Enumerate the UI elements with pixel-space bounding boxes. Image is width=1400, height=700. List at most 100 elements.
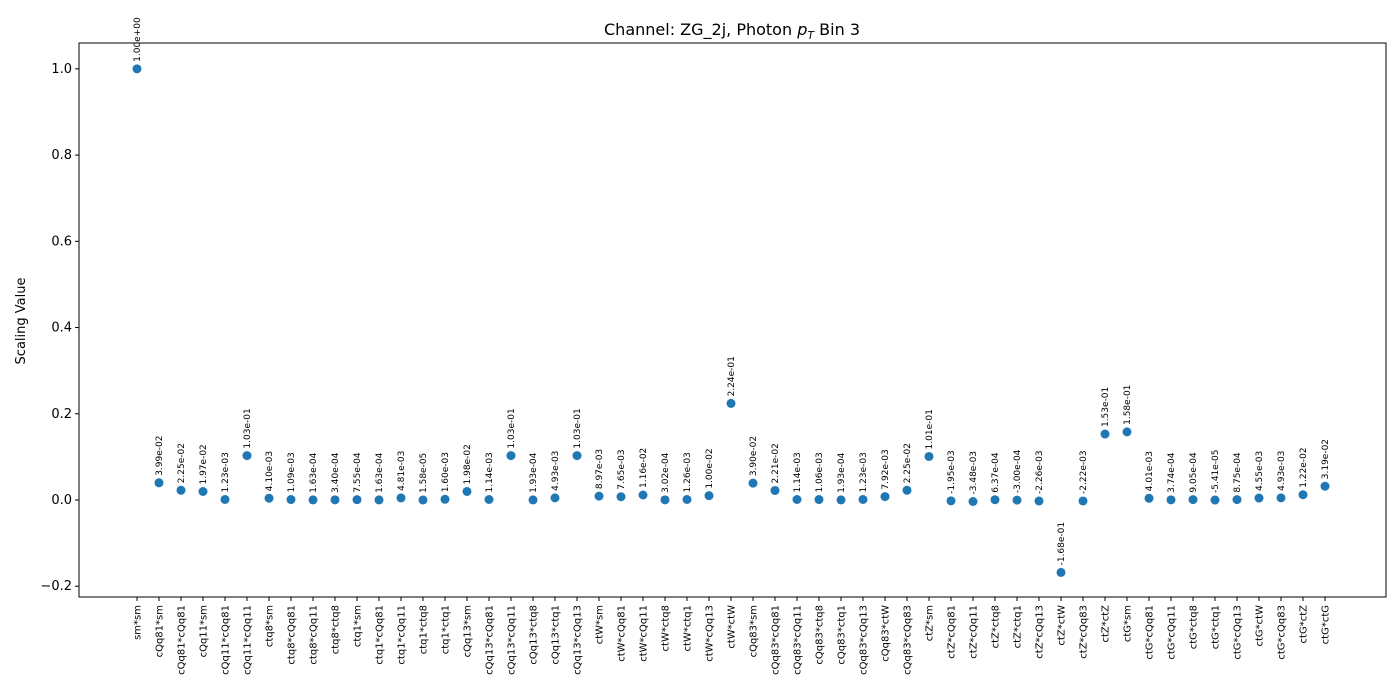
x-tick-label: ctG*ctW xyxy=(1255,605,1266,647)
x-tick-label: ctG*cQq81 xyxy=(1145,605,1156,660)
x-tick-label: ctG*sm xyxy=(1123,605,1134,642)
x-tick-label: ctZ*cQq83 xyxy=(1079,605,1090,659)
y-tick-label: 0.4 xyxy=(51,321,72,336)
data-label: 6.37e-04 xyxy=(991,452,1001,493)
y-tick-label: 1.0 xyxy=(51,62,72,77)
x-tick-label: cQq13*ctq8 xyxy=(529,605,540,665)
data-point xyxy=(286,495,296,505)
data-point xyxy=(462,486,472,496)
x-tick-label: ctW*cQq81 xyxy=(617,605,628,662)
data-label: 3.99e-02 xyxy=(155,436,165,476)
data-point xyxy=(726,398,736,408)
data-label: 1.98e-02 xyxy=(463,444,473,484)
x-tick-label: ctq8*ctq8 xyxy=(331,605,342,654)
x-tick-label: cQq83*cQq83 xyxy=(903,605,914,675)
plot-frame xyxy=(78,42,1387,598)
data-label: 3.74e-04 xyxy=(1167,452,1177,493)
data-point xyxy=(682,494,692,504)
data-label: 1.93e-04 xyxy=(837,452,847,493)
data-point xyxy=(1254,493,1264,503)
x-tick-label: cQq81*sm xyxy=(155,605,166,657)
data-point xyxy=(924,451,934,461)
x-tick-label: ctG*ctq1 xyxy=(1211,605,1222,649)
x-tick-label: ctZ*ctq1 xyxy=(1013,605,1024,648)
data-point xyxy=(572,451,582,461)
x-tick-label: ctW*cQq13 xyxy=(705,605,716,662)
data-label: 9.05e-04 xyxy=(1189,452,1199,493)
data-label: -3.00e-04 xyxy=(1013,449,1023,493)
data-label: 8.97e-03 xyxy=(595,449,605,489)
data-label: 4.01e-03 xyxy=(1145,451,1155,491)
x-tick-label: ctW*ctq1 xyxy=(683,605,694,651)
data-point xyxy=(1144,493,1154,503)
data-point xyxy=(1078,496,1088,506)
x-tick-label: cQq83*cQq81 xyxy=(771,605,782,675)
x-tick-label: ctG*cQq13 xyxy=(1233,605,1244,660)
x-tick-label: ctq1*cQq11 xyxy=(397,605,408,665)
x-tick-label: sm*sm xyxy=(133,605,144,640)
x-tick-label: ctG*ctZ xyxy=(1299,605,1310,644)
x-tick-label: ctG*ctq8 xyxy=(1189,605,1200,649)
data-point xyxy=(1166,495,1176,505)
data-point xyxy=(660,495,670,505)
plot-area: −0.2 0.0 0.2 0.4 0.6 0.8 1.0 sm*sm 1.00e+00 cQq81… xyxy=(40,17,1387,675)
data-point xyxy=(748,478,758,488)
data-label: 1.60e-03 xyxy=(441,452,451,492)
data-label: 4.81e-03 xyxy=(397,451,407,491)
data-label: 4.93e-03 xyxy=(551,451,561,491)
x-tick-label: cQq13*sm xyxy=(463,605,474,657)
x-tick-label: cQq83*cQq11 xyxy=(793,605,804,675)
data-point xyxy=(506,451,516,461)
data-label: 1.14e-03 xyxy=(485,452,495,492)
x-tick-label: ctG*cQq83 xyxy=(1277,605,1288,660)
data-label: 1.03e-01 xyxy=(507,408,517,448)
data-point xyxy=(154,478,164,488)
data-label: 1.09e-03 xyxy=(287,452,297,492)
data-point xyxy=(220,494,230,504)
data-point xyxy=(352,495,362,505)
data-point xyxy=(990,495,1000,505)
data-point xyxy=(374,495,384,505)
data-point xyxy=(1276,493,1286,503)
data-label: 3.19e-02 xyxy=(1321,439,1331,479)
chart-title: Channel: ZG_2j, Photon pT Bin 3 xyxy=(604,20,860,42)
data-label: 4.93e-03 xyxy=(1277,451,1287,491)
data-label: 1.58e-01 xyxy=(1123,385,1133,425)
data-label: 1.01e-01 xyxy=(925,409,935,449)
data-label: 1.00e-02 xyxy=(705,448,715,488)
x-tick-label: ctq8*cQq11 xyxy=(309,605,320,665)
data-point xyxy=(836,495,846,505)
data-point xyxy=(1012,495,1022,505)
data-label: 2.24e-01 xyxy=(727,356,737,396)
data-point xyxy=(198,487,208,497)
data-point xyxy=(770,485,780,495)
data-label: -2.26e-03 xyxy=(1035,450,1045,494)
x-tick-label: cQq83*ctq1 xyxy=(837,605,848,665)
x-tick-label: cQq11*cQq11 xyxy=(243,605,254,675)
x-tick-label: ctq8*sm xyxy=(265,605,276,647)
data-point xyxy=(132,64,142,74)
data-point xyxy=(880,492,890,502)
x-tick-label: ctq1*cQq81 xyxy=(375,605,386,665)
x-tick-label: ctZ*sm xyxy=(925,605,936,641)
data-point xyxy=(308,495,318,505)
y-tick-label: 0.0 xyxy=(51,493,72,508)
data-label: 7.65e-03 xyxy=(617,449,627,489)
x-tick-label: ctW*ctq8 xyxy=(661,605,672,651)
x-tick-label: ctW*ctW xyxy=(727,605,738,649)
data-label: -1.95e-03 xyxy=(947,450,957,494)
data-label: -3.48e-03 xyxy=(969,451,979,495)
data-label: 4.55e-03 xyxy=(1255,451,1265,491)
data-point xyxy=(528,495,538,505)
data-label: 1.16e-02 xyxy=(639,448,649,488)
x-tick-label: ctW*cQq11 xyxy=(639,605,650,662)
data-point xyxy=(946,496,956,506)
x-tick-label: ctG*ctG xyxy=(1321,605,1332,644)
y-axis-label: Scaling Value xyxy=(14,278,29,365)
data-label: 1.23e-03 xyxy=(859,452,869,492)
data-label: 1.03e-01 xyxy=(243,408,253,448)
data-point xyxy=(264,493,274,503)
data-point xyxy=(1056,567,1066,577)
x-tick-label: ctG*cQq11 xyxy=(1167,605,1178,660)
